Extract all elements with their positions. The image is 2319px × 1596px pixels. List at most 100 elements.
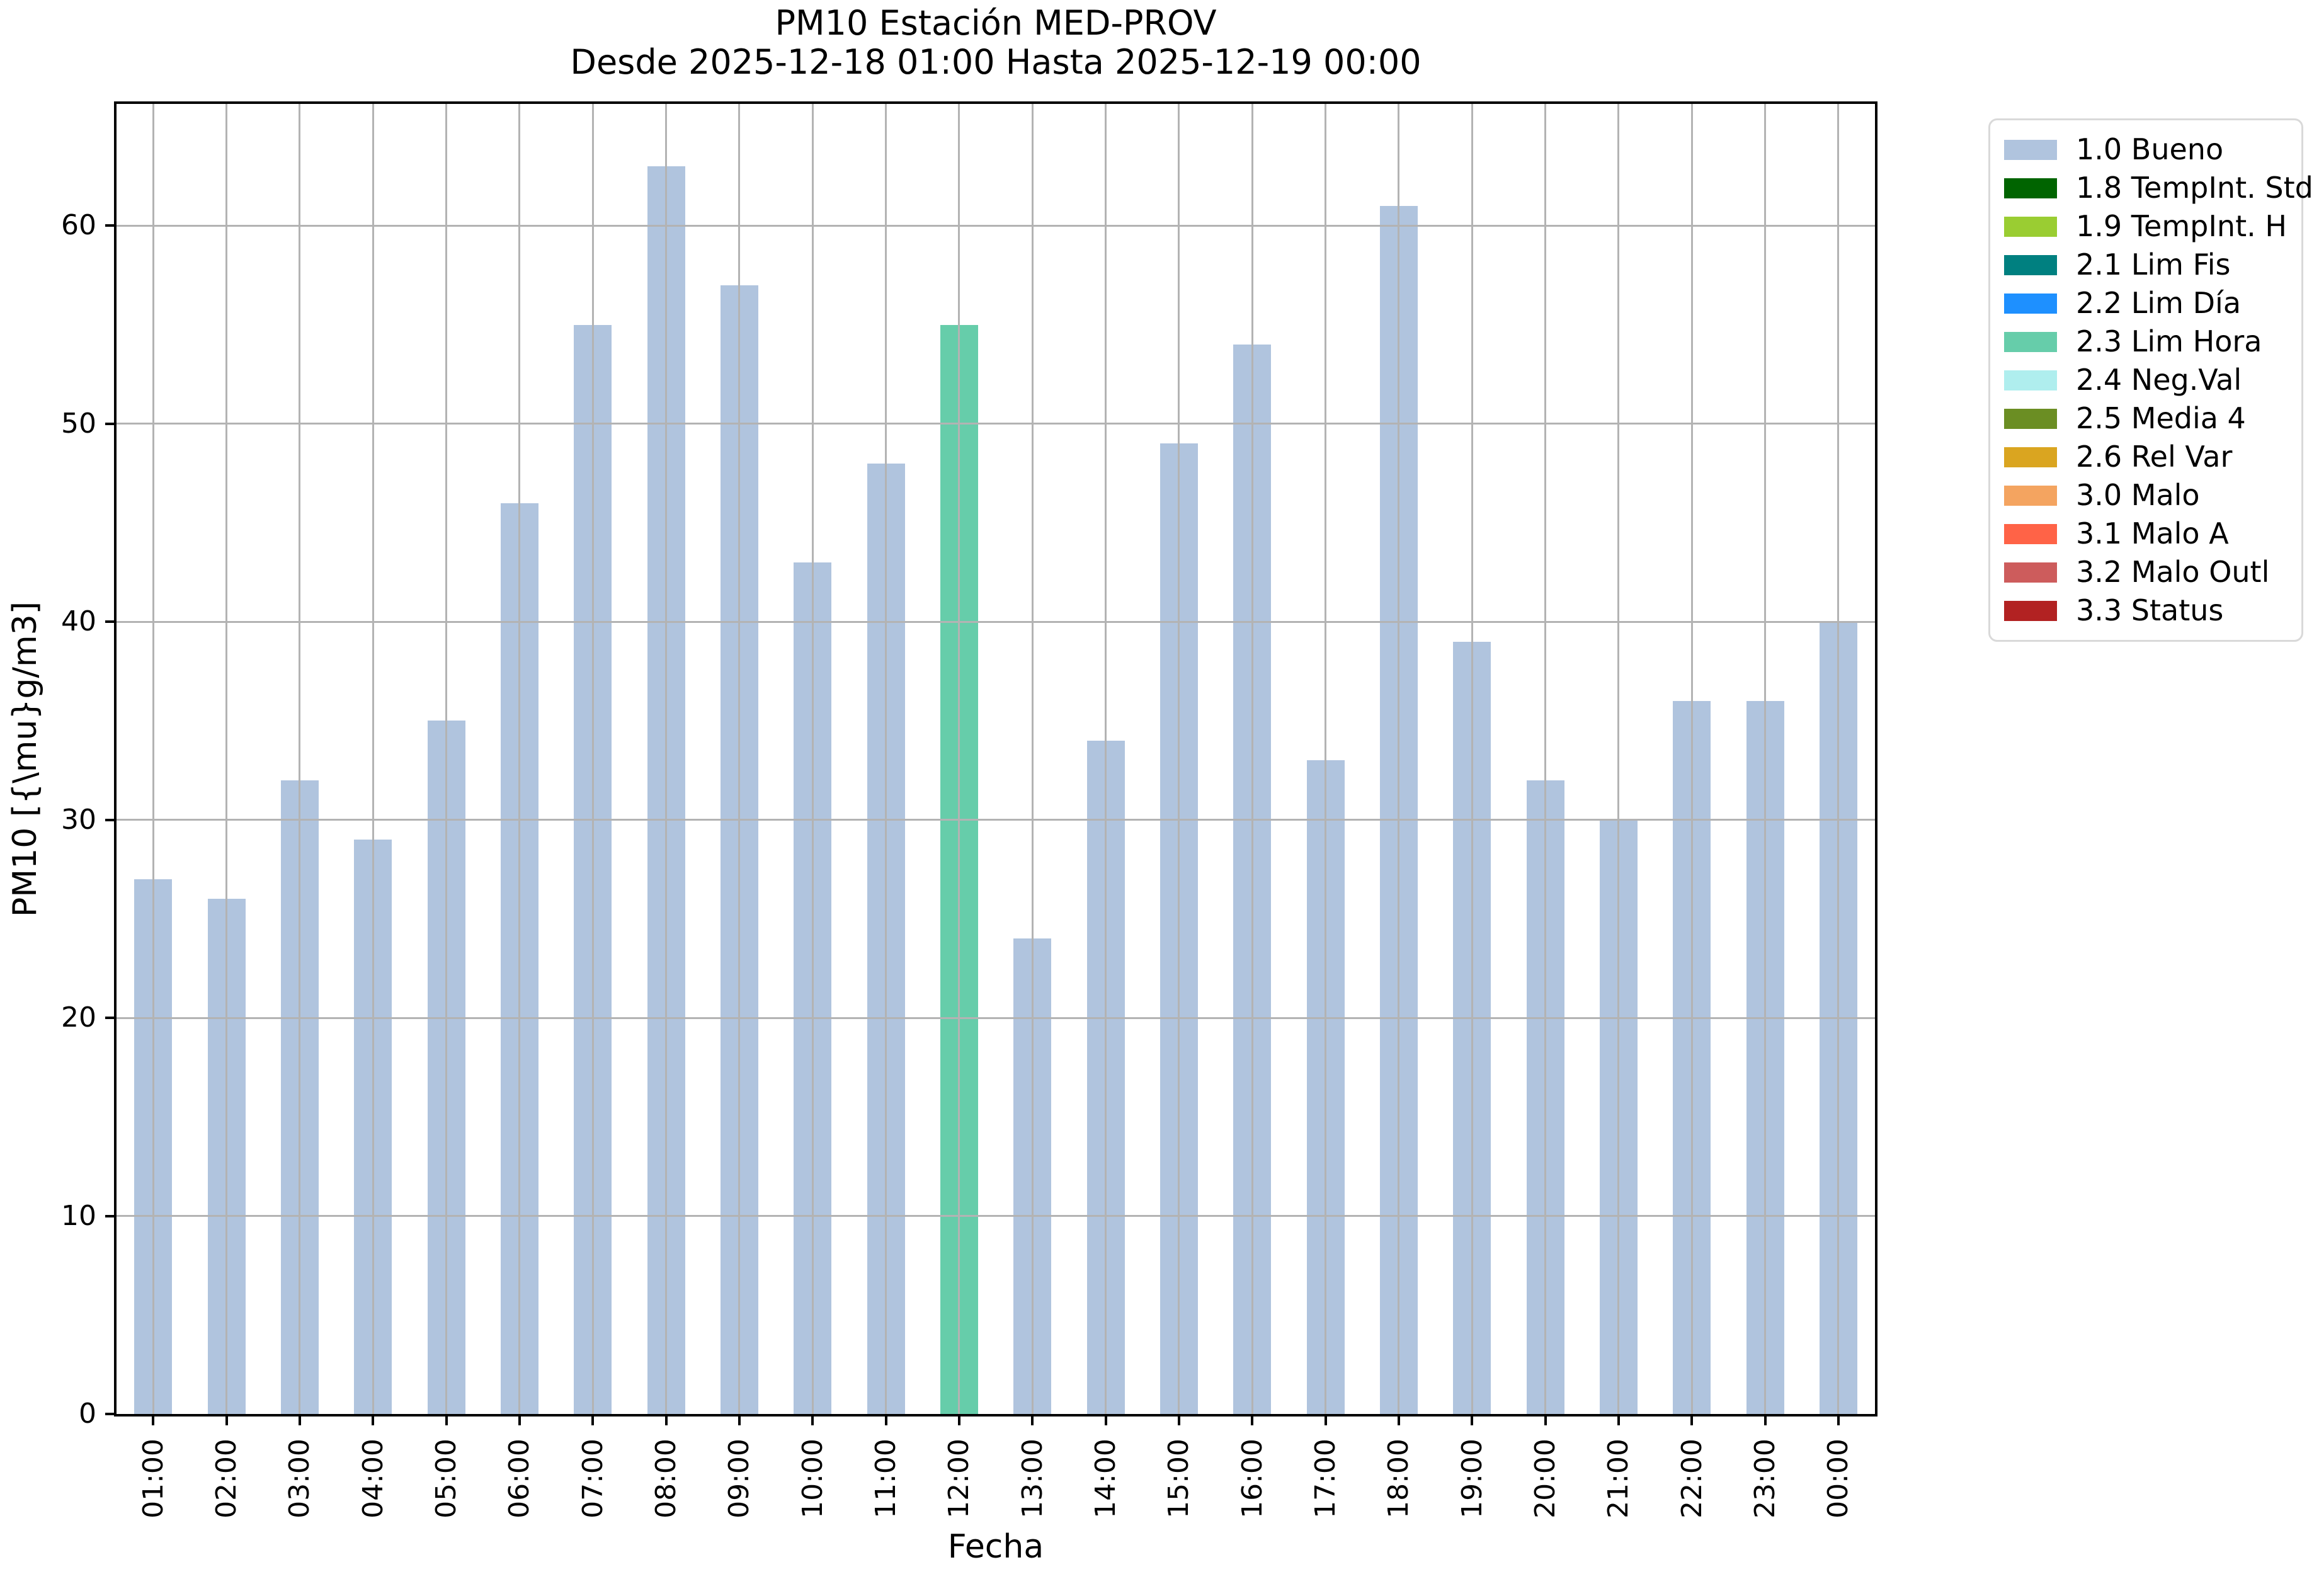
gridline-vertical: [738, 104, 741, 1414]
legend-label: 2.1 Lim Fis: [2076, 248, 2231, 282]
chart-title: PM10 Estación MED-PROV: [775, 3, 1217, 43]
x-tick-mark: [884, 1416, 887, 1425]
x-tick-mark: [811, 1416, 814, 1425]
y-tick-mark: [105, 224, 114, 227]
x-tick-label-text: 19:00: [1456, 1438, 1488, 1519]
gridline-vertical: [445, 104, 447, 1414]
gridline-vertical: [1544, 104, 1546, 1414]
legend-swatch: [2004, 523, 2057, 544]
x-tick-mark: [1324, 1416, 1327, 1425]
gridline-vertical: [811, 104, 814, 1414]
legend: 1.0 Bueno 1.8 TempInt. Std 1.9 TempInt. H 2…: [1988, 118, 2313, 642]
x-tick-mark: [1690, 1416, 1694, 1425]
x-tick-label-text: 16:00: [1236, 1438, 1268, 1519]
x-tick-mark: [298, 1416, 301, 1425]
gridline-horizontal: [117, 620, 1875, 623]
y-tick-label: 30: [61, 803, 96, 836]
x-tick-mark: [1544, 1416, 1547, 1425]
x-tick-label-text: 03:00: [283, 1438, 316, 1519]
legend-label: 2.6 Rel Var: [2076, 440, 2233, 474]
x-tick-mark: [957, 1416, 960, 1425]
gridline-vertical: [1837, 104, 1840, 1414]
legend-swatch: [2004, 600, 2057, 621]
x-tick-label-text: 22:00: [1675, 1438, 1708, 1519]
x-tick-label-text: 12:00: [943, 1438, 976, 1519]
legend-item: 1.8 TempInt. Std: [2004, 169, 2313, 207]
x-tick-mark: [445, 1416, 448, 1425]
legend-item: 2.6 Rel Var: [2004, 438, 2288, 476]
legend-item: 3.1 Malo A: [2004, 515, 2288, 553]
x-tick-mark: [664, 1416, 668, 1425]
gridline-horizontal: [117, 423, 1875, 425]
x-tick-mark: [1837, 1416, 1840, 1425]
legend-label: 3.2 Malo Outl: [2076, 555, 2270, 589]
y-tick-label: 20: [61, 1001, 96, 1034]
legend-item: 3.0 Malo: [2004, 476, 2288, 515]
x-tick-mark: [1031, 1416, 1034, 1425]
legend-swatch: [2004, 254, 2057, 275]
gridline-vertical: [1031, 104, 1034, 1414]
x-tick-label-text: 11:00: [870, 1438, 902, 1519]
gridline-vertical: [1690, 104, 1693, 1414]
legend-label: 3.0 Malo: [2076, 478, 2200, 512]
legend-swatch: [2004, 139, 2057, 160]
gridline-vertical: [591, 104, 594, 1414]
gridline-vertical: [1617, 104, 1620, 1414]
chart-subtitle: Desde 2025-12-18 01:00 Hasta 2025-12-19 …: [570, 42, 1422, 82]
y-tick-mark: [105, 422, 114, 425]
x-tick-label: 00:00: [1788, 1428, 1889, 1529]
legend-swatch: [2004, 216, 2057, 237]
x-tick-label-text: 18:00: [1382, 1438, 1415, 1519]
legend-swatch: [2004, 178, 2057, 198]
gridline-vertical: [1251, 104, 1253, 1414]
y-tick-label: 60: [61, 209, 96, 242]
x-tick-mark: [1104, 1416, 1107, 1425]
gridline-horizontal: [117, 1017, 1875, 1019]
x-tick-mark: [1617, 1416, 1620, 1425]
gridline-vertical: [299, 104, 301, 1414]
y-tick-mark: [105, 1413, 114, 1415]
y-tick-mark: [105, 1017, 114, 1020]
legend-label: 3.1 Malo A: [2076, 516, 2229, 550]
legend-label: 2.2 Lim Día: [2076, 286, 2242, 320]
plot-area: [114, 101, 1877, 1416]
y-tick-label: 0: [79, 1398, 96, 1430]
legend-swatch: [2004, 331, 2057, 352]
gridline-vertical: [1764, 104, 1766, 1414]
legend-label: 3.3 Status: [2076, 593, 2224, 627]
x-tick-mark: [1251, 1416, 1254, 1425]
gridline-horizontal: [117, 224, 1875, 227]
x-tick-label-text: 23:00: [1749, 1438, 1781, 1519]
x-tick-mark: [591, 1416, 595, 1425]
gridline-vertical: [518, 104, 521, 1414]
gridline-vertical: [225, 104, 227, 1414]
legend-item: 2.2 Lim Día: [2004, 284, 2288, 322]
x-tick-label-text: 04:00: [356, 1438, 389, 1519]
legend-item: 1.9 TempInt. H: [2004, 207, 2288, 246]
gridline-vertical: [152, 104, 154, 1414]
y-tick-label: 10: [61, 1199, 96, 1232]
legend-label: 2.3 Lim Hora: [2076, 324, 2262, 358]
y-axis-label: PM10 [{\mu}g/m3]: [6, 601, 44, 917]
gridline-vertical: [665, 104, 667, 1414]
gridline-vertical: [1178, 104, 1180, 1414]
legend-item: 2.5 Media 4: [2004, 399, 2288, 438]
legend-item: 3.3 Status: [2004, 591, 2288, 630]
legend-item: 1.0 Bueno: [2004, 130, 2288, 169]
legend-label: 1.9 TempInt. H: [2076, 209, 2287, 243]
x-tick-label-text: 01:00: [137, 1438, 169, 1519]
x-tick-label-text: 17:00: [1309, 1438, 1342, 1519]
x-tick-label-text: 07:00: [576, 1438, 609, 1519]
x-tick-label-text: 00:00: [1822, 1438, 1855, 1519]
x-tick-label-text: 10:00: [796, 1438, 829, 1519]
x-tick-mark: [1471, 1416, 1474, 1425]
y-tick-mark: [105, 818, 114, 821]
x-tick-mark: [372, 1416, 375, 1425]
legend-item: 2.1 Lim Fis: [2004, 246, 2288, 284]
x-tick-label-text: 09:00: [723, 1438, 756, 1519]
legend-item: 2.4 Neg.Val: [2004, 361, 2288, 399]
legend-label: 1.0 Bueno: [2076, 132, 2224, 166]
legend-swatch: [2004, 485, 2057, 506]
x-tick-mark: [1177, 1416, 1180, 1425]
